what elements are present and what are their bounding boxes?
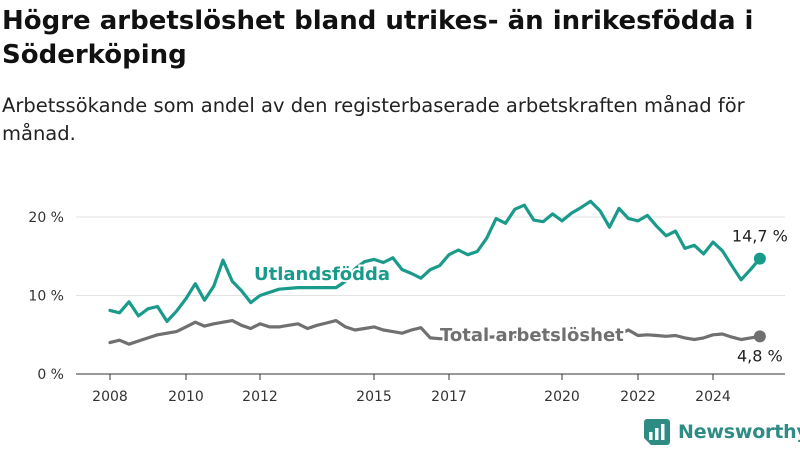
x-axis: 2008 2010 2012 2015 2017 2020 2022 2024 <box>76 373 785 405</box>
x-tick-label: 2017 <box>431 389 467 405</box>
series-lines <box>108 199 766 346</box>
series-end-label-1: 4,8 % <box>737 346 783 365</box>
y-tick-label: 20 % <box>28 210 64 226</box>
grid-lines <box>76 216 785 296</box>
x-tick-label: 2020 <box>544 389 580 405</box>
newsworthy-logo-icon <box>644 419 670 445</box>
series-line-1 <box>108 319 762 346</box>
series-line-0 <box>108 199 762 323</box>
newsworthy-brand[interactable]: Newsworthy <box>644 418 800 446</box>
y-axis: 0 % 10 % 20 % <box>28 210 64 383</box>
series-name-label-1: Total arbetslöshet <box>440 325 624 346</box>
page-subtitle: Arbetssökande som andel av den registerb… <box>2 94 745 145</box>
page-title: Högre arbetslöshet bland utrikes- än inr… <box>2 6 754 70</box>
newsworthy-name: Newsworthy <box>678 421 800 443</box>
y-tick-label: 0 % <box>37 367 64 383</box>
x-tick-label: 2012 <box>242 389 278 405</box>
x-tick-label: 2022 <box>620 389 656 405</box>
series-end-label-0: 14,7 % <box>732 227 788 246</box>
x-tick-label: 2015 <box>356 389 392 405</box>
series-end-point-0 <box>753 252 766 265</box>
y-tick-label: 10 % <box>28 289 64 305</box>
series-labels: Utlandsfödda 14,7 % Total arbetslöshet 4,8 … <box>252 225 790 368</box>
x-tick-label: 2024 <box>695 389 731 405</box>
x-tick-label: 2010 <box>168 389 204 405</box>
series-name-label-0: Utlandsfödda <box>254 264 390 285</box>
series-end-point-1 <box>753 330 766 343</box>
x-tick-label: 2008 <box>92 389 128 405</box>
